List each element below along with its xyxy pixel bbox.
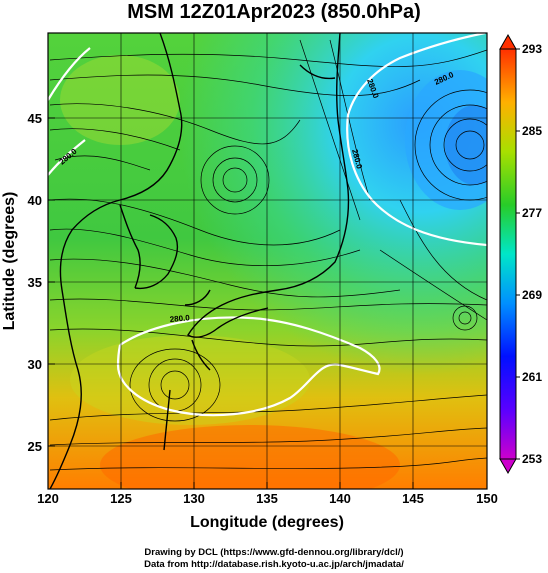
colorbar-tick-label: 253: [522, 452, 542, 466]
contour-label: 280.0: [169, 313, 190, 324]
colorbar-min-arrow: [499, 458, 517, 475]
x-tick-label: 125: [110, 491, 132, 506]
colorbar-max-arrow: [499, 33, 517, 50]
y-tick-label: 35: [28, 275, 42, 290]
x-tick-label: 120: [37, 491, 59, 506]
x-axis-label: Longitude (degrees): [190, 514, 344, 531]
y-tick-label: 45: [28, 111, 42, 126]
x-axis: 120 125 130 135 140 145 150 Longitude (d…: [37, 482, 498, 531]
x-tick-label: 150: [476, 491, 498, 506]
colorbar: 293 285 277 269 261 253: [499, 33, 542, 475]
credit-drawing: Drawing by DCL (https://www.gfd-dennou.o…: [144, 547, 404, 558]
y-tick-label: 25: [28, 439, 42, 454]
x-tick-label: 140: [329, 491, 351, 506]
x-tick-label: 145: [402, 491, 424, 506]
y-axis: 25 30 35 40 45 Latitude (degrees): [1, 111, 55, 454]
colorbar-tick-label: 269: [522, 288, 542, 302]
coastlines: [49, 33, 350, 489]
x-tick-label: 135: [256, 491, 278, 506]
colorbar-gradient: [499, 48, 517, 460]
grid-lines: [48, 33, 487, 489]
colorbar-tick-label: 293: [522, 42, 542, 56]
y-tick-label: 40: [28, 193, 42, 208]
y-tick-label: 30: [28, 357, 42, 372]
colorbar-tick-label: 261: [522, 370, 542, 384]
x-tick-label: 130: [183, 491, 205, 506]
map-title: MSM 12Z01Apr2023 (850.0hPa): [127, 1, 421, 23]
colorbar-tick-label: 285: [522, 124, 542, 138]
temperature-field: [48, 33, 487, 489]
colorbar-tick-label: 277: [522, 206, 542, 220]
credit-data-source: Data from http://database.rish.kyoto-u.a…: [144, 559, 404, 570]
y-axis-label: Latitude (degrees): [1, 192, 18, 331]
